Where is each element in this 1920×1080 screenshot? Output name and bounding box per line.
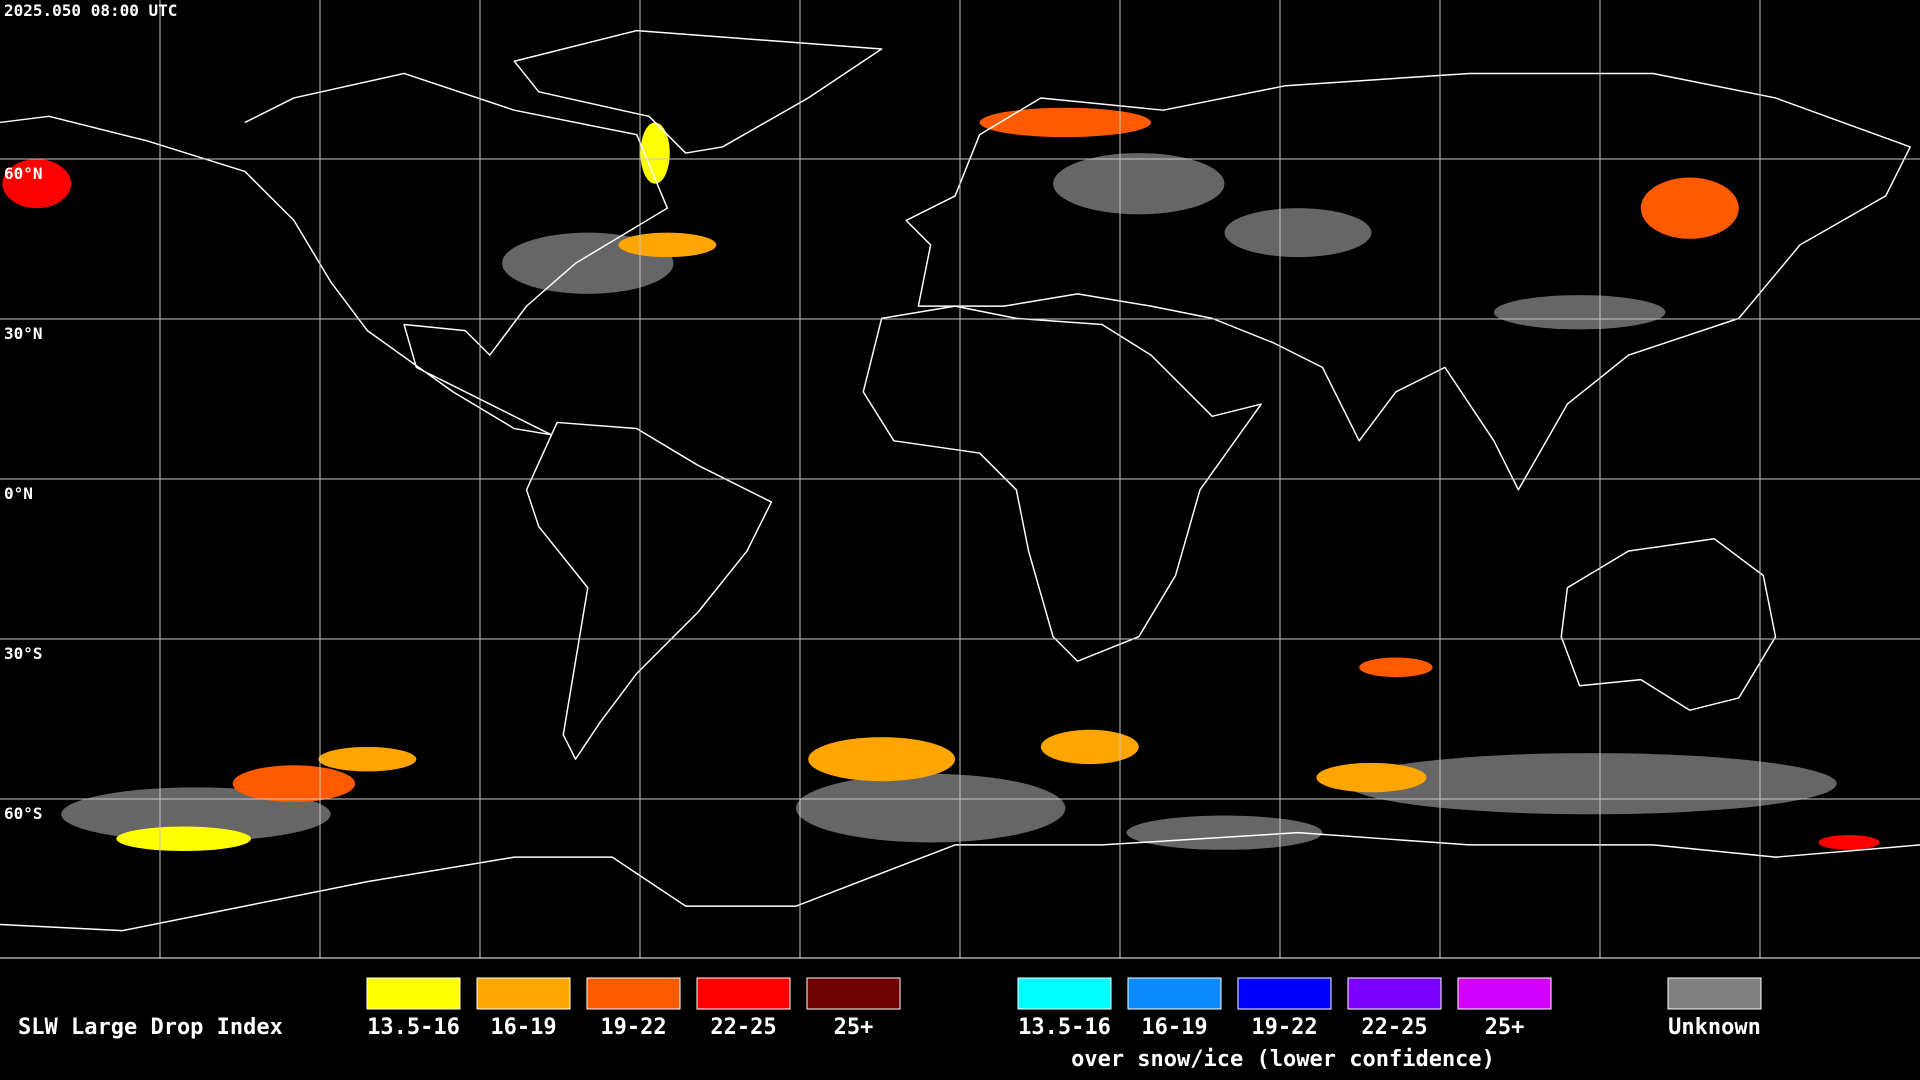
legend-swatch — [696, 977, 791, 1010]
coastline — [525, 421, 773, 760]
coastline — [905, 72, 1911, 491]
coastline — [0, 831, 1920, 932]
slw-patch — [2, 159, 72, 209]
timestamp: 2025.050 08:00 UTC — [4, 1, 177, 20]
legend-swatch — [586, 977, 681, 1010]
coastline — [513, 29, 883, 154]
cloud-patches — [2, 107, 1880, 852]
legend-label: 16-19 — [1141, 1015, 1207, 1040]
slw-patch — [808, 737, 956, 782]
unknown-patch — [61, 787, 331, 842]
slw-patch — [232, 765, 356, 803]
legend-title: SLW Large Drop Index — [18, 1015, 283, 1040]
legend-label: 22-25 — [710, 1015, 776, 1040]
latitude-label: 30°S — [4, 644, 43, 663]
graticule — [0, 0, 1920, 958]
legend-label: 25+ — [1485, 1015, 1525, 1040]
legend-label: Unknown — [1668, 1015, 1761, 1040]
coastlines — [0, 29, 1920, 932]
legend-swatch — [1127, 977, 1222, 1010]
legend-label: 16-19 — [490, 1015, 556, 1040]
coastline — [0, 72, 669, 436]
legend-swatch — [1347, 977, 1442, 1010]
unknown-patch — [1126, 815, 1323, 850]
slw-patch — [1818, 835, 1880, 850]
legend-swatch — [1017, 977, 1112, 1010]
legend-swatch — [366, 977, 461, 1010]
legend-swatch — [1457, 977, 1552, 1010]
coastline — [1560, 538, 1777, 711]
slw-patch — [640, 122, 670, 184]
slw-patch — [979, 107, 1152, 138]
slw-patch — [1640, 177, 1739, 239]
slw-patch — [1316, 762, 1427, 793]
legend-swatch — [806, 977, 901, 1010]
slw-patch — [116, 826, 252, 852]
legend-swatch — [1237, 977, 1332, 1010]
slw-patch — [618, 232, 717, 258]
legend-label: 22-25 — [1361, 1015, 1427, 1040]
latitude-label: 60°S — [4, 804, 43, 823]
legend-label: 25+ — [834, 1015, 874, 1040]
map — [0, 29, 1920, 932]
unknown-patch — [1224, 208, 1372, 258]
slw-patch — [1359, 657, 1433, 678]
unknown-patch — [795, 773, 1066, 843]
legend-label: 19-22 — [1251, 1015, 1317, 1040]
legend-swatch — [476, 977, 571, 1010]
unknown-patch — [1493, 295, 1666, 330]
latitude-label: 0°N — [4, 484, 33, 503]
legend-label: 13.5-16 — [367, 1015, 460, 1040]
legend-caption: over snow/ice (lower confidence) — [1071, 1047, 1495, 1072]
legend-label: 13.5-16 — [1018, 1015, 1111, 1040]
legend-label: 19-22 — [600, 1015, 666, 1040]
latitude-label: 30°N — [4, 324, 43, 343]
legend-swatch — [1667, 977, 1762, 1010]
slw-patch — [318, 746, 417, 772]
slw-patch — [1040, 729, 1139, 765]
unknown-patch — [1053, 153, 1225, 215]
coastline — [862, 305, 1262, 662]
latitude-label: 60°N — [4, 164, 43, 183]
